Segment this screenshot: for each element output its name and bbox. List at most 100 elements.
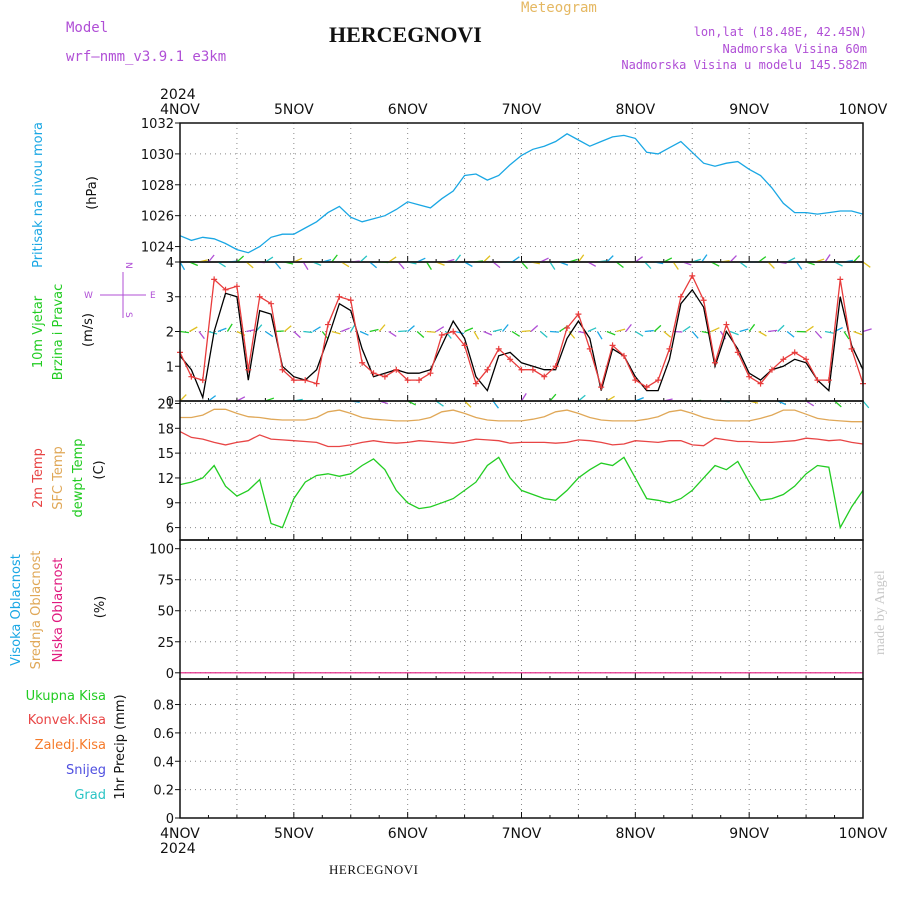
wind-gust-marker	[393, 366, 400, 373]
wind-arrow	[454, 330, 464, 335]
precip-legend-total: Ukupna Kisa	[26, 689, 106, 704]
wind-arrow	[492, 328, 502, 333]
precip-legend-convective: Konvek.Kisa	[28, 713, 106, 728]
y-tick-label: 100	[149, 543, 174, 558]
time-tick-bottom: 7NOV	[502, 826, 542, 842]
wind-arrow	[388, 256, 397, 263]
model-elevation-label: Nadmorska Visina u modelu 145.582m	[621, 58, 867, 72]
y-tick-label: 25	[157, 636, 174, 651]
y-tick-label: 15	[157, 447, 174, 462]
y-tick-label: 12	[157, 472, 174, 487]
pressure-ylabel: Pritisak na nivou mora	[31, 122, 46, 268]
wind-arrow	[321, 331, 329, 339]
wind-gust-marker	[302, 377, 309, 384]
y-tick-label: 21	[157, 397, 174, 412]
wind-gust-marker	[256, 293, 263, 300]
y-tick-label: 1028	[141, 179, 174, 194]
wind-arrow	[682, 325, 691, 333]
time-tick-top: 5NOV	[274, 102, 314, 118]
wind-arrow	[369, 261, 378, 269]
wind-gust-marker	[416, 377, 423, 384]
sfc-temp-line	[180, 408, 863, 423]
wind-arrow	[179, 330, 190, 334]
compass-s: S	[123, 312, 133, 318]
wind-arrow	[559, 326, 568, 333]
panel-temperature: 6 9 12 15 18 21	[157, 397, 864, 541]
wind-ylabel-2: Brzina i Pravac	[51, 284, 66, 381]
wind-arrow	[341, 327, 350, 333]
y-tick-label: 1026	[141, 210, 174, 225]
wind-arrow	[520, 393, 527, 402]
wind-gust-marker	[586, 345, 593, 352]
wind-arrow	[398, 330, 408, 333]
wind-gust-marker	[700, 297, 707, 304]
wind-arrow	[483, 255, 491, 263]
y-tick-label: 6	[166, 522, 174, 537]
wind-arrow	[587, 327, 597, 333]
wind-gust-marker	[552, 363, 559, 370]
wind-gust-marker	[643, 384, 650, 391]
wind-gust-marker	[450, 328, 457, 335]
wind-gust-marker	[336, 293, 343, 300]
wind-arrow	[701, 254, 708, 263]
temp-ylabel-dewpt: dewpt Temp	[71, 438, 86, 517]
wind-gust-marker	[757, 380, 764, 387]
wind-arrow	[283, 325, 292, 332]
wind-arrow	[397, 261, 405, 270]
y-tick-label: 0.6	[153, 727, 174, 742]
wind-gust-marker	[279, 366, 286, 373]
cloud-ylabel-low: Niska Oblacnost	[51, 558, 66, 663]
wind-gust-marker	[848, 345, 855, 352]
wind-arrow	[340, 261, 350, 268]
wind-arrow	[521, 261, 529, 270]
wind-arrow	[378, 324, 386, 332]
y-tick-label: 1024	[141, 241, 174, 256]
panel-frame	[179, 678, 864, 819]
wind-gust-marker	[404, 377, 411, 384]
wind-arrow	[862, 261, 871, 268]
wind-arrow	[767, 261, 775, 269]
wind-arrow	[454, 254, 462, 263]
wind-arrow	[189, 326, 198, 333]
wind-arrow	[435, 400, 444, 407]
wind-gust-marker	[290, 377, 297, 384]
wind-arrow	[625, 324, 632, 332]
precip-legend-freezing: Zaledj.Kisa	[35, 738, 106, 753]
wind-arrow	[464, 327, 474, 333]
y-tick-label: 0.4	[153, 755, 174, 770]
wind-arrow	[615, 261, 624, 269]
cloud-ylabel-high: Visoka Oblacnost	[9, 554, 24, 666]
wind-arrow	[483, 330, 493, 336]
wind-arrow	[577, 394, 586, 402]
wind-gust-marker	[438, 331, 445, 338]
wind-arrow	[359, 330, 369, 336]
wind-arrow	[853, 330, 863, 336]
wind-gust-marker	[188, 373, 195, 380]
wind-arrow	[502, 324, 509, 332]
wind-arrow	[226, 323, 233, 332]
time-axis-top: 4NOV 5NOV 6NOV 7NOV 8NOV 9NOV 10NOV	[160, 102, 888, 118]
wind-arrow	[758, 330, 767, 337]
wind-arrow	[473, 331, 480, 340]
wind-gust-marker	[529, 366, 536, 373]
wind-arrow	[663, 331, 672, 338]
wind-arrow	[492, 261, 501, 269]
wind-arrow	[568, 331, 576, 339]
wind-arrow	[217, 327, 227, 333]
wind-arrow	[768, 329, 778, 333]
wind-arrow	[796, 261, 803, 270]
wind-gust-marker	[370, 370, 377, 377]
wind-arrow	[217, 261, 226, 268]
wind-arrow	[710, 327, 720, 333]
wind-gust-marker	[427, 370, 434, 377]
wind-arrow	[853, 254, 861, 263]
panel-precipitation: 0 0.2 0.4 0.6 0.8	[153, 678, 864, 827]
compass-n: N	[123, 262, 133, 269]
wind-arrow	[426, 261, 432, 270]
model-name: wrf—nmm_v3.9.1 e3km	[66, 49, 227, 65]
wind-arrow	[644, 261, 652, 270]
wind-gust-marker	[723, 321, 730, 328]
wind-gust-marker	[347, 297, 354, 304]
time-tick-top: 4NOV	[160, 102, 200, 118]
y-tick-label: 2	[166, 326, 174, 341]
